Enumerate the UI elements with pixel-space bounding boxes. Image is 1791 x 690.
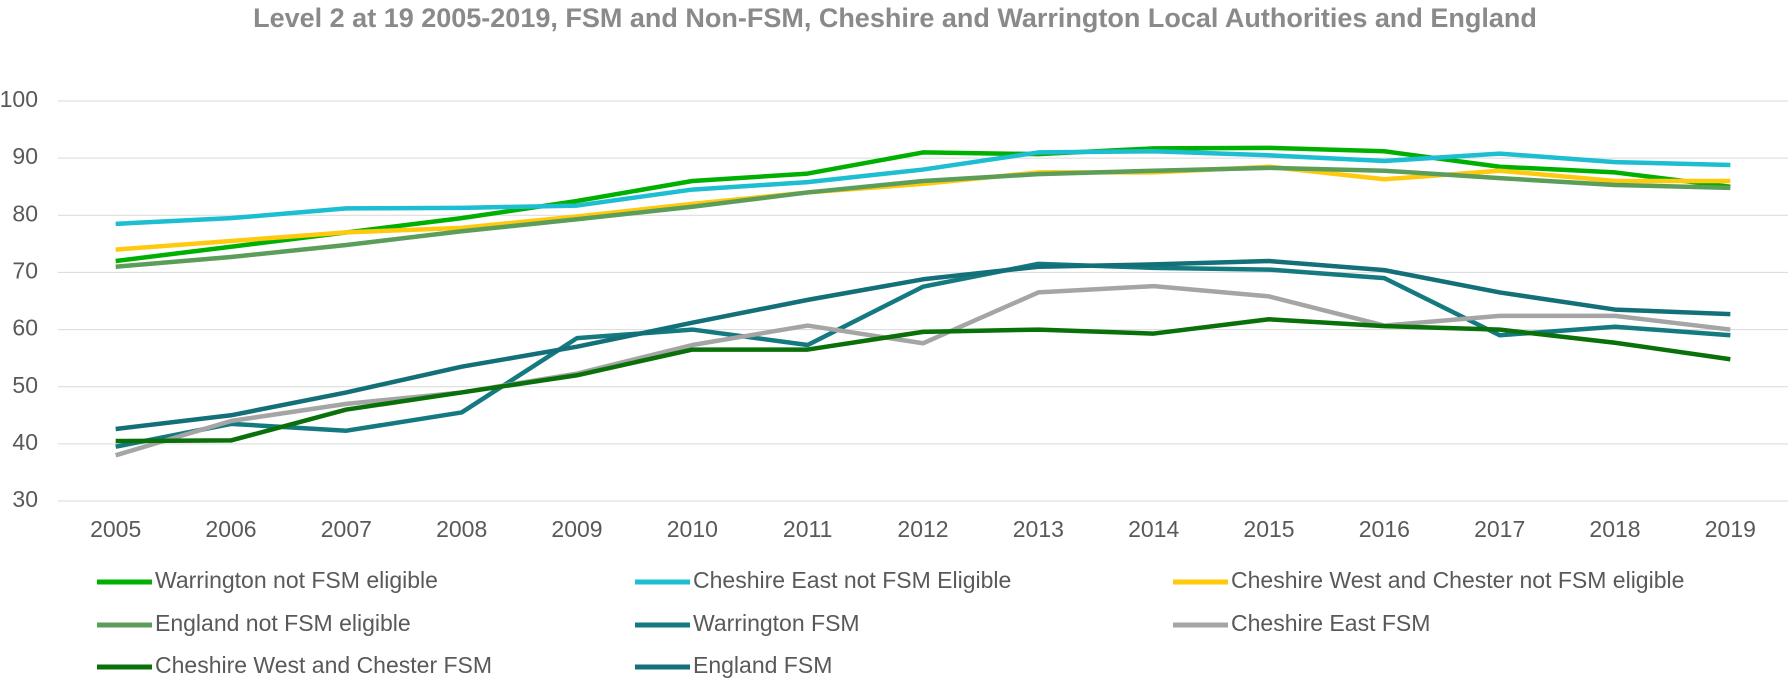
x-tick-label: 2010 bbox=[667, 516, 718, 542]
line-series bbox=[115, 165, 1731, 269]
y-tick-label: 100 bbox=[0, 86, 38, 112]
x-tick-label: 2014 bbox=[1128, 516, 1179, 542]
x-tick-label: 2008 bbox=[436, 516, 487, 542]
line-series bbox=[115, 283, 1731, 458]
x-tick-label: 2017 bbox=[1474, 516, 1525, 542]
y-tick-label: 30 bbox=[12, 486, 38, 512]
x-tick-label: 2015 bbox=[1243, 516, 1294, 542]
legend-label: England FSM bbox=[693, 652, 832, 678]
legend-label: Cheshire East not FSM Eligible bbox=[693, 567, 1011, 593]
line-series bbox=[115, 317, 1731, 444]
legend-label: England not FSM eligible bbox=[155, 610, 411, 636]
line-series bbox=[115, 149, 1731, 227]
x-tick-label: 2007 bbox=[321, 516, 372, 542]
legend-label: Warrington not FSM eligible bbox=[155, 567, 438, 593]
line-series bbox=[115, 258, 1731, 432]
x-tick-label: 2013 bbox=[1013, 516, 1064, 542]
x-tick-label: 2019 bbox=[1705, 516, 1756, 542]
y-tick-label: 50 bbox=[12, 372, 38, 398]
legend-label: Warrington FSM bbox=[693, 610, 860, 636]
x-tick-label: 2011 bbox=[783, 516, 832, 542]
legend-label: Cheshire West and Chester not FSM eligib… bbox=[1231, 567, 1684, 593]
x-tick-label: 2018 bbox=[1589, 516, 1640, 542]
x-tick-label: 2016 bbox=[1359, 516, 1410, 542]
y-tick-label: 80 bbox=[12, 200, 38, 226]
y-tick-label: 90 bbox=[12, 143, 38, 169]
x-tick-label: 2009 bbox=[551, 516, 602, 542]
y-tick-label: 40 bbox=[12, 429, 38, 455]
chart-title: Level 2 at 19 2005-2019, FSM and Non-FSM… bbox=[253, 3, 1537, 33]
line-series bbox=[115, 145, 1731, 264]
x-tick-label: 2006 bbox=[205, 516, 256, 542]
legend-label: Cheshire West and Chester FSM bbox=[155, 652, 492, 678]
legend-label: Cheshire East FSM bbox=[1231, 610, 1430, 636]
x-tick-label: 2012 bbox=[897, 516, 948, 542]
y-tick-label: 70 bbox=[12, 258, 38, 284]
y-tick-label: 60 bbox=[12, 315, 38, 341]
line-series bbox=[115, 261, 1731, 449]
x-tick-label: 2005 bbox=[90, 516, 141, 542]
